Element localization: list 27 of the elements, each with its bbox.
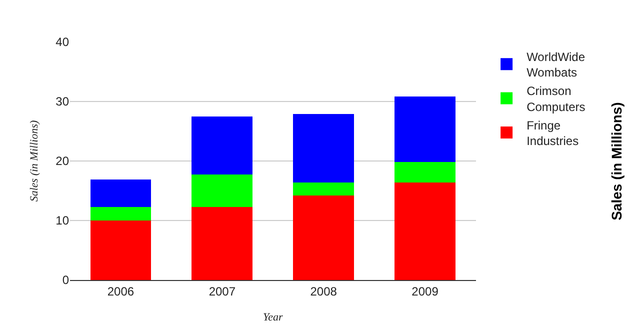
legend-label: Fringe Industries [526, 118, 579, 148]
y-axis-title: Sales (in Millions) [28, 120, 40, 202]
bar [293, 196, 354, 280]
legend-label: WorldWide Wombats [526, 50, 586, 80]
bar [192, 116, 253, 175]
bar [394, 96, 456, 162]
bar [90, 179, 152, 207]
bar [90, 206, 152, 220]
legend-label: Crimson Computers [526, 84, 586, 114]
y-tick-label: 40 [56, 35, 70, 50]
bar [293, 182, 354, 196]
x-axis-title: Year [262, 312, 284, 324]
y-tick-label: 20 [56, 154, 70, 168]
text: Sales (in Millions) [608, 102, 624, 220]
x-tick-label: 2006 [107, 284, 134, 298]
y-tick-label: 10 [56, 214, 70, 228]
bar [192, 206, 253, 280]
bar [394, 162, 456, 182]
bar [90, 220, 152, 280]
x-tick-label: 2007 [208, 284, 236, 298]
bar [192, 174, 253, 207]
y-tick-label: 0 [62, 273, 70, 288]
x-tick-label: 2008 [310, 284, 338, 298]
x-tick-label: 2009 [412, 284, 439, 298]
bar [293, 114, 354, 182]
y-tick-label: 30 [56, 94, 70, 109]
bar [394, 182, 456, 280]
